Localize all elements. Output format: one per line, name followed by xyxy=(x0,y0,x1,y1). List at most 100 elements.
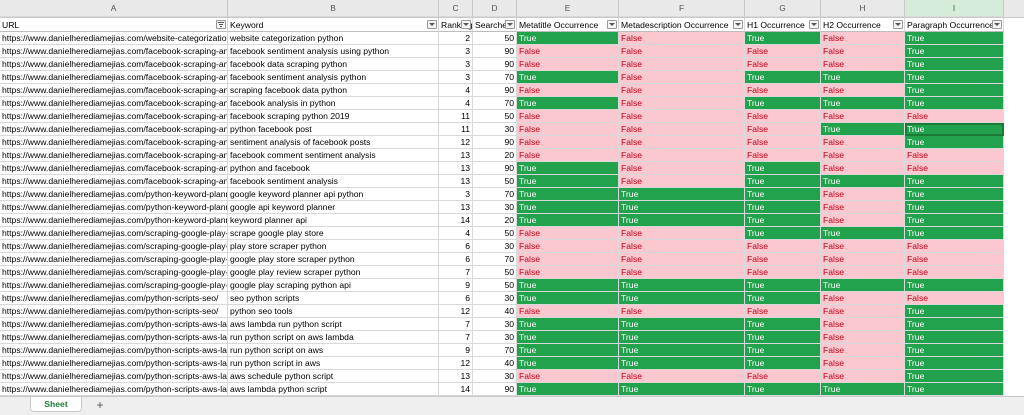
cell-keyword[interactable]: facebook sentiment analysis python xyxy=(228,71,439,84)
cell-url[interactable]: https://www.danielherediamejias.com/face… xyxy=(0,58,228,71)
cell-metadescription[interactable]: False xyxy=(619,123,745,136)
cell-ranking[interactable]: 9 xyxy=(439,344,473,357)
cell-h2[interactable]: True xyxy=(821,123,905,136)
cell-paragraph[interactable]: True xyxy=(905,357,1004,370)
cell-keyword[interactable]: python seo tools xyxy=(228,305,439,318)
cell-h2[interactable]: True xyxy=(821,279,905,292)
cell-h1[interactable]: False xyxy=(745,136,821,149)
cell-ranking[interactable]: 7 xyxy=(439,331,473,344)
cell-searches[interactable]: 50 xyxy=(473,227,517,240)
cell-metatitle[interactable]: False xyxy=(517,240,619,253)
cell-ranking[interactable]: 13 xyxy=(439,149,473,162)
cell-paragraph[interactable]: True xyxy=(905,318,1004,331)
cell-metadescription[interactable]: True xyxy=(619,357,745,370)
cell-h2[interactable]: False xyxy=(821,292,905,305)
column-letter-g[interactable]: G xyxy=(745,0,821,17)
cell-url[interactable]: https://www.danielherediamejias.com/pyth… xyxy=(0,344,228,357)
cell-h2[interactable]: False xyxy=(821,45,905,58)
cell-searches[interactable]: 90 xyxy=(473,383,517,396)
cell-url[interactable]: https://www.danielherediamejias.com/scra… xyxy=(0,240,228,253)
cell-metadescription[interactable]: False xyxy=(619,32,745,45)
cell-url[interactable]: https://www.danielherediamejias.com/scra… xyxy=(0,253,228,266)
cell-h1[interactable]: True xyxy=(745,383,821,396)
cell-metatitle[interactable]: False xyxy=(517,58,619,71)
cell-keyword[interactable]: play store scraper python xyxy=(228,240,439,253)
cell-metatitle[interactable]: True xyxy=(517,292,619,305)
cell-searches[interactable]: 50 xyxy=(473,279,517,292)
cell-ranking[interactable]: 13 xyxy=(439,162,473,175)
cell-ranking[interactable]: 6 xyxy=(439,292,473,305)
column-letter-f[interactable]: F xyxy=(619,0,745,17)
column-letter-h[interactable]: H xyxy=(821,0,905,17)
add-sheet-icon[interactable]: + xyxy=(96,398,104,412)
filter-active-icon[interactable] xyxy=(216,20,226,29)
cell-searches[interactable]: 70 xyxy=(473,253,517,266)
cell-paragraph[interactable]: False xyxy=(905,266,1004,279)
cell-metadescription[interactable]: False xyxy=(619,175,745,188)
cell-keyword[interactable]: facebook sentiment analysis xyxy=(228,175,439,188)
cell-ranking[interactable]: 11 xyxy=(439,123,473,136)
cell-searches[interactable]: 30 xyxy=(473,331,517,344)
cell-metadescription[interactable]: False xyxy=(619,266,745,279)
cell-keyword[interactable]: google play store scraper python xyxy=(228,253,439,266)
cell-searches[interactable]: 50 xyxy=(473,32,517,45)
header-url[interactable]: URL xyxy=(0,18,228,32)
cell-metatitle[interactable]: True xyxy=(517,71,619,84)
cell-metatitle[interactable]: False xyxy=(517,227,619,240)
cell-metadescription[interactable]: True xyxy=(619,201,745,214)
cell-paragraph[interactable]: True xyxy=(905,344,1004,357)
cell-searches[interactable]: 20 xyxy=(473,149,517,162)
filter-dropdown-icon[interactable] xyxy=(461,20,471,29)
cell-keyword[interactable]: google api keyword planner xyxy=(228,201,439,214)
cell-searches[interactable]: 70 xyxy=(473,97,517,110)
cell-searches[interactable]: 30 xyxy=(473,292,517,305)
cell-metadescription[interactable]: False xyxy=(619,84,745,97)
cell-h2[interactable]: False xyxy=(821,188,905,201)
cell-url[interactable]: https://www.danielherediamejias.com/pyth… xyxy=(0,318,228,331)
cell-metadescription[interactable]: True xyxy=(619,318,745,331)
cell-metatitle[interactable]: False xyxy=(517,123,619,136)
cell-paragraph[interactable]: True xyxy=(905,383,1004,396)
cell-url[interactable]: https://www.danielherediamejias.com/webs… xyxy=(0,32,228,45)
cell-keyword[interactable]: run python script on aws lambda xyxy=(228,331,439,344)
cell-metatitle[interactable]: False xyxy=(517,370,619,383)
header-searches[interactable]: Searches xyxy=(473,18,517,32)
cell-url[interactable]: https://www.danielherediamejias.com/pyth… xyxy=(0,331,228,344)
cell-metadescription[interactable]: True xyxy=(619,188,745,201)
cell-metatitle[interactable]: False xyxy=(517,45,619,58)
cell-h1[interactable]: True xyxy=(745,279,821,292)
cell-searches[interactable]: 70 xyxy=(473,71,517,84)
cell-url[interactable]: https://www.danielherediamejias.com/face… xyxy=(0,110,228,123)
cell-url[interactable]: https://www.danielherediamejias.com/pyth… xyxy=(0,370,228,383)
cell-searches[interactable]: 90 xyxy=(473,58,517,71)
cell-searches[interactable]: 30 xyxy=(473,318,517,331)
cell-ranking[interactable]: 12 xyxy=(439,305,473,318)
column-letter-a[interactable]: A xyxy=(0,0,228,17)
cell-h1[interactable]: False xyxy=(745,253,821,266)
cell-h1[interactable]: False xyxy=(745,110,821,123)
cell-searches[interactable]: 30 xyxy=(473,201,517,214)
cell-ranking[interactable]: 7 xyxy=(439,318,473,331)
filter-dropdown-icon[interactable] xyxy=(607,20,617,29)
cell-metatitle[interactable]: False xyxy=(517,253,619,266)
cell-searches[interactable]: 30 xyxy=(473,123,517,136)
filter-dropdown-icon[interactable] xyxy=(505,20,515,29)
cell-searches[interactable]: 30 xyxy=(473,370,517,383)
cell-searches[interactable]: 70 xyxy=(473,188,517,201)
cell-url[interactable]: https://www.danielherediamejias.com/face… xyxy=(0,175,228,188)
cell-ranking[interactable]: 3 xyxy=(439,188,473,201)
cell-h1[interactable]: True xyxy=(745,227,821,240)
filter-dropdown-icon[interactable] xyxy=(427,20,437,29)
cell-metatitle[interactable]: True xyxy=(517,162,619,175)
cell-metadescription[interactable]: False xyxy=(619,45,745,58)
cell-ranking[interactable]: 14 xyxy=(439,383,473,396)
cell-url[interactable]: https://www.danielherediamejias.com/pyth… xyxy=(0,214,228,227)
cell-paragraph[interactable]: True xyxy=(905,97,1004,110)
cell-metadescription[interactable]: True xyxy=(619,331,745,344)
cell-paragraph[interactable]: True xyxy=(905,214,1004,227)
cell-paragraph[interactable]: True xyxy=(905,136,1004,149)
cell-ranking[interactable]: 6 xyxy=(439,253,473,266)
filter-dropdown-icon[interactable] xyxy=(992,20,1002,29)
cell-searches[interactable]: 90 xyxy=(473,162,517,175)
header-ranking[interactable]: Ranking xyxy=(439,18,473,32)
